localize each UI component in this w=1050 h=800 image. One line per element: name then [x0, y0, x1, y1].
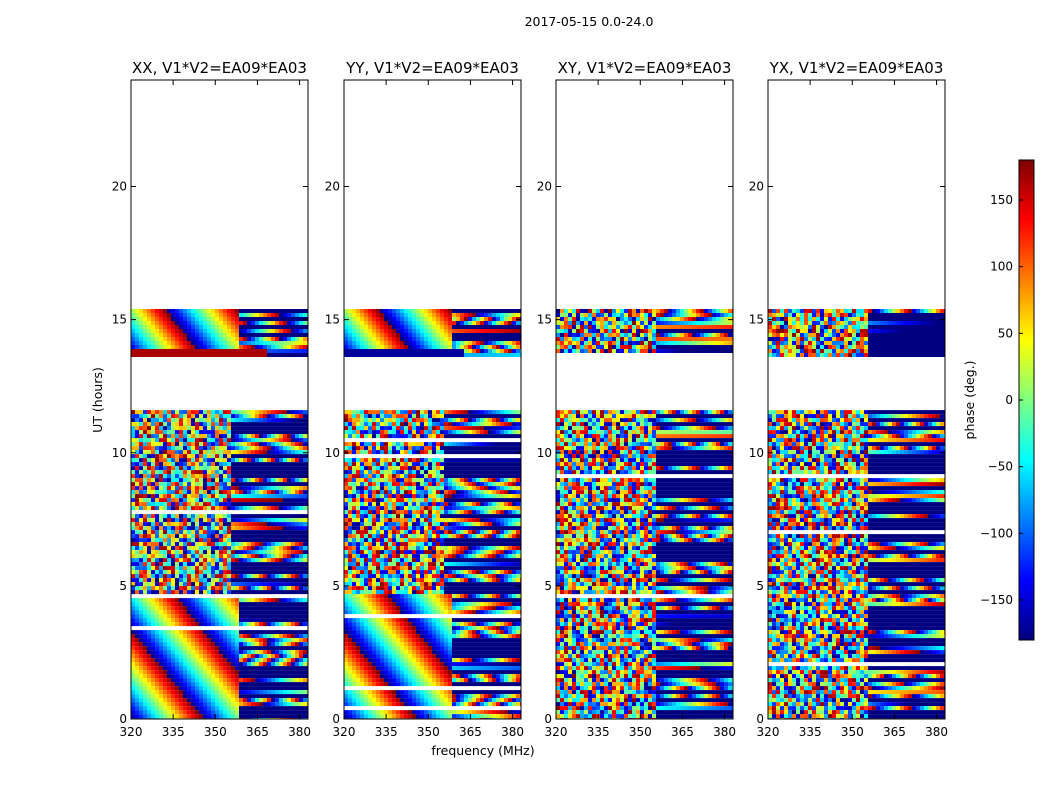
y-tick-label: 0 [544, 712, 552, 726]
x-tick-label: 365 [459, 725, 482, 739]
y-tick-label: 15 [537, 313, 552, 327]
phase-heatmap [556, 309, 733, 719]
phase-heatmap [768, 309, 945, 719]
x-tick-label: 350 [841, 725, 864, 739]
y-tick-label: 15 [325, 313, 340, 327]
x-tick-label: 335 [162, 725, 185, 739]
colorbar-tick-label: −50 [988, 460, 1013, 474]
y-tick-label: 20 [325, 180, 340, 194]
x-tick-label: 380 [713, 725, 736, 739]
x-tick-label: 365 [883, 725, 906, 739]
panel-xx: XX, V1*V2=EA09*EA03 320 335 350 365 380 0 5 10 15… [112, 59, 311, 739]
x-tick-label: 320 [757, 725, 780, 739]
x-tick-label: 350 [417, 725, 440, 739]
y-tick-label: 0 [119, 712, 127, 726]
y-tick-label: 5 [332, 579, 340, 593]
phase-heatmap [131, 309, 308, 719]
panel-xy: XY, V1*V2=EA09*EA03 320 335 350 365 380 0 5 10 15… [537, 59, 736, 739]
y-tick-label: 10 [325, 446, 340, 460]
axes-frame [130, 79, 309, 720]
panels-group: XX, V1*V2=EA09*EA03 320 335 350 365 380 0 5 10 15… [112, 59, 948, 739]
x-tick-label: 320 [545, 725, 568, 739]
panel-title: YX, V1*V2=EA09*EA03 [769, 59, 944, 77]
colorbar-tick-label: 100 [990, 260, 1013, 274]
figure-title: 2017-05-15 0.0-24.0 [525, 14, 654, 29]
axes-frame [343, 79, 522, 720]
colorbar-tick-label: −150 [980, 593, 1013, 607]
x-tick-label: 320 [120, 725, 143, 739]
y-tick-label: 10 [537, 446, 552, 460]
y-tick-label: 15 [112, 313, 127, 327]
x-tick-label: 380 [925, 725, 948, 739]
colorbar-tick-label: 50 [998, 326, 1013, 340]
colorbar-label: phase (deg.) [962, 361, 977, 440]
y-tick-label: 0 [756, 712, 764, 726]
panel-title: XX, V1*V2=EA09*EA03 [132, 59, 307, 77]
colorbar-tick-label: 150 [990, 193, 1013, 207]
x-tick-label: 365 [246, 725, 269, 739]
x-tick-label: 380 [501, 725, 524, 739]
y-tick-label: 15 [749, 313, 764, 327]
y-tick-label: 20 [749, 180, 764, 194]
x-tick-label: 320 [333, 725, 356, 739]
x-tick-label: 335 [375, 725, 398, 739]
y-tick-label: 5 [756, 579, 764, 593]
x-tick-label: 335 [587, 725, 610, 739]
y-tick-label: 10 [112, 446, 127, 460]
colorbar: 150 100 50 0 −50 −100 −150 phase (deg.) [962, 159, 1035, 641]
y-tick-label: 20 [112, 180, 127, 194]
panel-yx: YX, V1*V2=EA09*EA03 320 335 350 365 380 0 5 10 15… [749, 59, 948, 739]
y-tick-label: 5 [544, 579, 552, 593]
colorbar-tick-label: −100 [980, 526, 1013, 540]
y-axis-label: UT (hours) [90, 367, 105, 433]
axes-frame [555, 79, 734, 720]
y-tick-label: 5 [119, 579, 127, 593]
axes-frame [767, 79, 946, 720]
panel-title: XY, V1*V2=EA09*EA03 [558, 59, 732, 77]
x-tick-label: 380 [288, 725, 311, 739]
y-tick-label: 10 [749, 446, 764, 460]
y-tick-label: 0 [332, 712, 340, 726]
panel-yy: YY, V1*V2=EA09*EA03 320 335 350 365 380 0 5 10 15… [325, 59, 524, 739]
colorbar-tick-label: 0 [1005, 393, 1013, 407]
phase-heatmap [344, 309, 521, 719]
x-tick-label: 335 [799, 725, 822, 739]
x-tick-label: 350 [204, 725, 227, 739]
x-tick-label: 365 [671, 725, 694, 739]
y-tick-label: 20 [537, 180, 552, 194]
panel-title: YY, V1*V2=EA09*EA03 [345, 59, 519, 77]
x-axis-label: frequency (MHz) [431, 743, 534, 758]
x-tick-label: 350 [629, 725, 652, 739]
